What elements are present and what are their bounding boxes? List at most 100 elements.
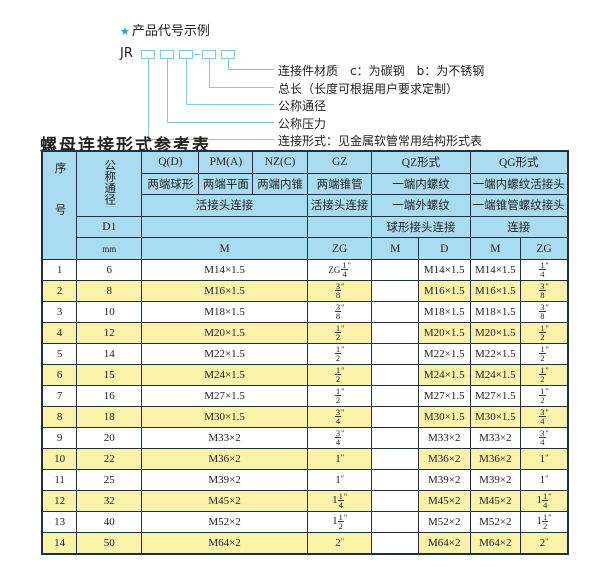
dn-cell: 50 — [76, 531, 143, 555]
qg-m-cell: M14×1.5 — [469, 258, 522, 281]
denominator: 8 — [335, 311, 341, 322]
zg-cell: 3 4 " — [306, 426, 373, 449]
zg-cell: 2" — [520, 531, 569, 555]
m-thread-cell: M36×2 — [141, 447, 308, 470]
denominator: 4 — [540, 269, 545, 280]
numerator: 1 — [334, 344, 342, 355]
inch-mark: " — [545, 408, 549, 418]
zg-cell: 1 2 " — [520, 363, 569, 386]
whole-number: 1 — [335, 452, 341, 465]
denominator: 4 — [335, 437, 341, 448]
header-cell: 两端平面 — [198, 172, 254, 196]
inch-mark: " — [545, 261, 549, 271]
numerator: 1 — [539, 260, 546, 271]
qg-m-cell: M39×2 — [469, 468, 522, 491]
whole-number: 1 — [536, 494, 543, 507]
zg-cell: 1 2 " — [306, 321, 373, 344]
numerator: 1 — [334, 386, 342, 397]
whole-number: 2 — [335, 536, 341, 549]
zg-cell: 2" — [306, 531, 373, 555]
m-thread-cell: M22×1.5 — [141, 342, 308, 365]
table-row: 13 40 M52×2 1 1 2 " M52×2 M52×2 1 1 2 " — [41, 510, 569, 533]
zg-cell: ZG 1 4 " — [306, 258, 373, 281]
inch-mark: " — [545, 429, 549, 439]
inch-mark: " — [341, 303, 345, 313]
header-mm: mm — [76, 237, 143, 260]
qg-m-cell: M30×1.5 — [469, 405, 522, 428]
denominator: 8 — [540, 290, 545, 301]
inch-mark: " — [341, 324, 345, 334]
header-nominal-diameter: 公称通径 — [76, 150, 143, 217]
denominator: 8 — [335, 290, 341, 301]
table-row: 5 14 M22×1.5 1 2 " M22×1.5 M22×1.5 1 2 " — [41, 342, 569, 365]
m-thread-cell: M20×1.5 — [141, 321, 308, 344]
seq-cell: 5 — [41, 342, 78, 365]
zg-cell: 3 4 " — [520, 426, 569, 449]
dn-cell: 14 — [76, 342, 143, 365]
table-row: 10 22 M36×2 1" M36×2 M36×2 1" — [41, 447, 569, 470]
header-cell: 球形接头连接 — [371, 215, 471, 239]
inch-mark: " — [341, 408, 345, 418]
m-thread-cell: M16×1.5 — [141, 279, 308, 302]
qz-d-cell: M36×2 — [418, 447, 471, 470]
zg-cell: 1 1 4 " — [306, 489, 373, 512]
inch-mark: " — [341, 366, 345, 376]
qz-m-cell — [371, 405, 419, 428]
qz-d-cell: M33×2 — [418, 426, 471, 449]
m-thread-cell: M64×2 — [141, 531, 308, 555]
header-cell: 一端内螺纹活接头 — [469, 172, 569, 196]
zg-cell: 3 8 " — [520, 300, 569, 323]
qz-d-cell: M27×1.5 — [418, 384, 471, 407]
inch-mark: " — [545, 387, 549, 397]
inch-mark: " — [341, 345, 345, 355]
qz-d-cell: M52×2 — [418, 510, 471, 533]
qz-d-cell: M45×2 — [418, 489, 471, 512]
inch-mark: " — [545, 452, 549, 462]
qz-m-cell — [371, 426, 419, 449]
qg-m-cell: M45×2 — [469, 489, 522, 512]
qz-d-cell: M16×1.5 — [418, 279, 471, 302]
table-row: 2 8 M16×1.5 3 8 " M16×1.5 M16×1.5 3 8 " — [41, 279, 569, 302]
star-icon: ★ — [120, 25, 130, 38]
denominator: 2 — [540, 353, 545, 364]
zg-cell: 1 2 " — [306, 384, 373, 407]
seq-cell: 4 — [41, 321, 78, 344]
header-d1: D1 — [76, 215, 143, 239]
header-seq: 序号 — [41, 150, 78, 260]
inch-mark: " — [341, 282, 345, 292]
zg-cell: 1 2 " — [520, 321, 569, 344]
qg-m-cell: M24×1.5 — [469, 363, 522, 386]
table-row: 14 50 M64×2 2" M64×2 M64×2 2" — [41, 531, 569, 555]
inch-mark: " — [340, 536, 344, 546]
zg-cell: 1 2 " — [306, 342, 373, 365]
numerator: 3 — [539, 407, 546, 418]
dn-cell: 6 — [76, 258, 143, 281]
denominator: 4 — [335, 416, 341, 427]
header-cell: D — [418, 237, 471, 260]
header-cell: ZG — [520, 237, 569, 260]
dn-cell: 20 — [76, 426, 143, 449]
header-cell: 两端锥管 — [306, 172, 373, 196]
inch-mark: " — [340, 473, 344, 483]
numerator: 1 — [334, 323, 342, 334]
header-cell: 一端内螺纹 — [371, 172, 471, 196]
header-cell: 活接头连接 — [306, 194, 373, 217]
whole-number: 1 — [539, 473, 546, 486]
header-cell: GZ — [306, 150, 373, 174]
numerator: 1 — [539, 386, 546, 397]
